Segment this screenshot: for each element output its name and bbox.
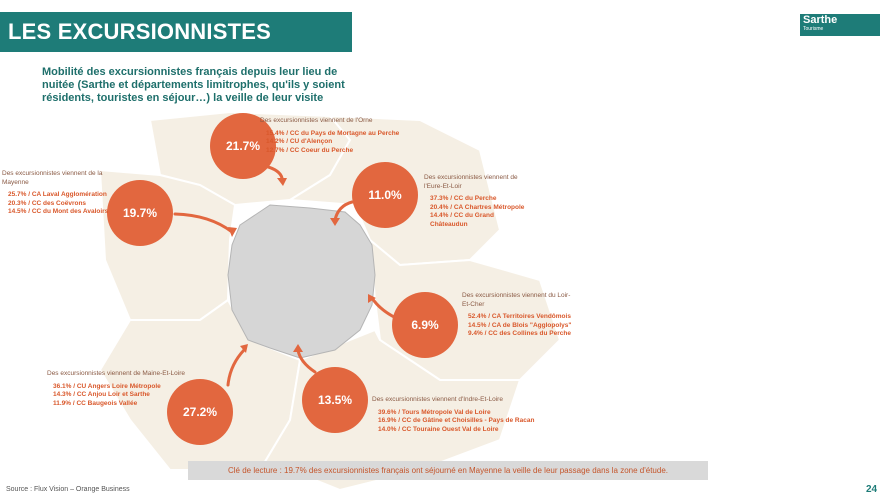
region-line: 12.7% / CC Coeur du Perche xyxy=(266,146,354,154)
region-block: Des excursionnistes viennent de l'Eure-E… xyxy=(424,174,532,229)
region-line: 14.5% / CA de Blois "Agglopolys" xyxy=(468,321,572,329)
region-line: 16.9% / CC de Gâtine et Choisilles - Pay… xyxy=(378,417,535,424)
region-line: 14.3% / CC Anjou Loir et Sarthe xyxy=(53,391,150,398)
bubble xyxy=(302,367,368,433)
region-heading: Des excursionnistes viennent du Loir-Et-… xyxy=(462,292,571,308)
region-line: 20.4% / CA Chartres Métropole xyxy=(430,203,525,211)
bubble xyxy=(352,162,418,228)
arrow xyxy=(226,348,246,387)
arrowhead xyxy=(277,178,287,186)
arrow xyxy=(173,212,234,234)
region-line: 52.4% / CA Territoires Vendômois xyxy=(468,313,571,320)
bubble-label: 13.5% xyxy=(318,393,352,407)
bubble xyxy=(167,379,233,445)
region-block: Des excursionnistes viennent du Loir-Et-… xyxy=(462,292,572,339)
arrowhead xyxy=(368,294,376,303)
bubble-label: 21.7% xyxy=(226,139,260,153)
region-heading: Des excursionnistes viennent d'Indre-Et-… xyxy=(372,396,503,403)
region-block: Des excursionnistes viennent de Maine-Et… xyxy=(47,370,212,408)
bubble xyxy=(107,180,173,246)
arrowhead xyxy=(240,344,248,353)
bubble-label: 6.9% xyxy=(411,318,439,332)
region-line: 14.2% / CU d'Alençon xyxy=(266,138,333,145)
region-line: 20.3% / CC des Coëvrons xyxy=(8,199,87,207)
reading-key: Clé de lecture : 19.7% des excursionnist… xyxy=(188,461,708,480)
bubble xyxy=(392,292,458,358)
region-line: 14.0% / CC Touraine Ouest Val de Loire xyxy=(378,425,499,433)
region-line: 37.3% / CC du Perche xyxy=(430,195,497,202)
region-heading: Des excursionnistes viennent de Maine-Et… xyxy=(47,370,186,377)
region-block: Des excursionnistes viennent de la Mayen… xyxy=(2,170,122,217)
region-line: 14.4% / CC du Grand Châteaudun xyxy=(430,212,494,228)
title: LES EXCURSIONNISTES FRANÇAIS xyxy=(0,12,352,84)
region-line: 15.4% / CC du Pays de Mortagne au Perche xyxy=(266,129,400,137)
bubble-label: 11.0% xyxy=(368,188,402,202)
region-heading: Des excursionnistes viennent de la Mayen… xyxy=(2,170,103,186)
region-block: Des excursionnistes viennent d'Indre-Et-… xyxy=(372,396,542,434)
region-line: 9.4% / CC des Collines du Perche xyxy=(468,330,571,337)
bubbles: 21.7% 19.7% 11.0% 6.9% 27.2% 13.5% xyxy=(107,113,458,445)
source: Source : Flux Vision – Orange Business xyxy=(6,486,130,493)
arrowhead xyxy=(330,218,340,226)
arrowheads xyxy=(228,178,376,353)
bubble xyxy=(210,113,276,179)
region-line: 11.9% / CC Baugeois Vallée xyxy=(53,399,138,407)
arrowhead xyxy=(293,344,303,352)
sarthe xyxy=(227,204,376,359)
region-line: 39.6% / Tours Métropole Val de Loire xyxy=(378,408,491,416)
bubble-label: 19.7% xyxy=(123,206,157,220)
region-heading: Des excursionnistes viennent de l'Orne xyxy=(260,117,373,124)
arrow xyxy=(333,200,354,222)
region-line: 25.7% / CA Laval Agglomération xyxy=(8,191,107,198)
region-line: 14.5% / CC du Mont des Avaloirs xyxy=(8,208,109,215)
logo-text: Sarthe xyxy=(803,14,838,26)
page-number: 24 xyxy=(866,484,878,495)
logo: Sarthe Tourisme xyxy=(800,14,880,36)
logo-sub: Tourisme xyxy=(803,26,824,32)
region-heading: Des excursionnistes viennent de l'Eure-E… xyxy=(424,174,518,190)
arrowhead xyxy=(228,227,237,237)
region-block: Des excursionnistes viennent de l'Orne 15… xyxy=(260,117,410,155)
region-line: 36.1% / CU Angers Loire Métropole xyxy=(53,382,161,390)
bubble-label: 27.2% xyxy=(183,405,217,419)
subtitle: Mobilité des excursionnistes français de… xyxy=(42,66,345,104)
